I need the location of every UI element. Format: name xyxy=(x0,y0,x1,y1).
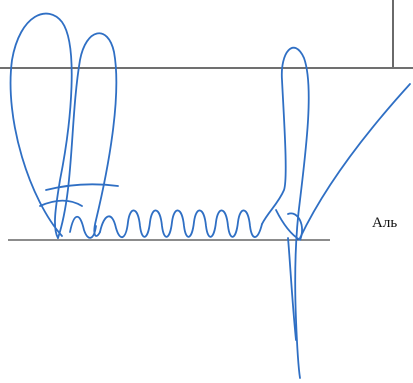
signer-name: Аль xyxy=(372,215,398,231)
